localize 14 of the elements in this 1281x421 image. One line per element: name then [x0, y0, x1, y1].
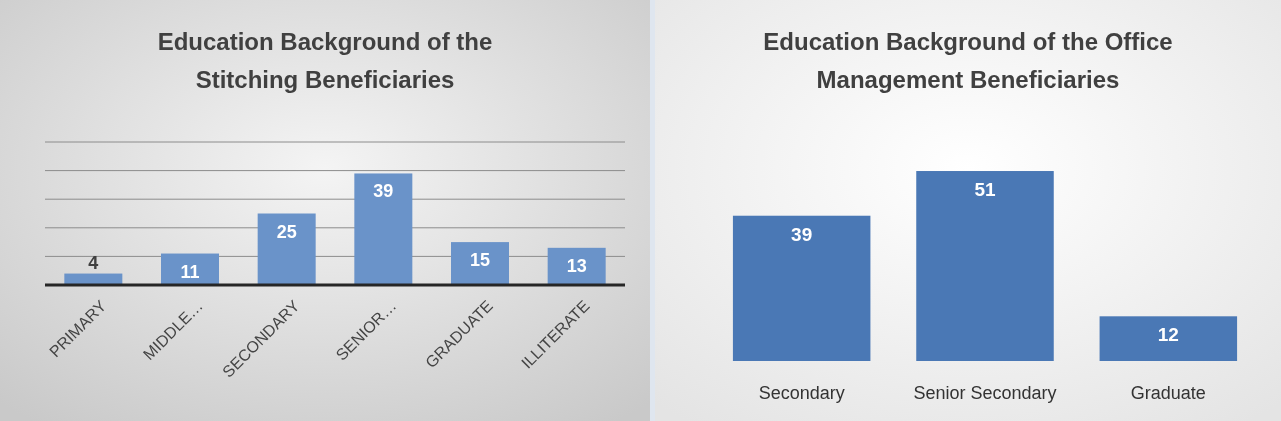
data-label: 39	[373, 181, 394, 202]
chart-title: Education Background of the Office Management Beneficiaries	[763, 28, 1173, 93]
data-label: 51	[974, 179, 996, 201]
data-label: 39	[791, 223, 813, 245]
chart-title: Education Background of the Stitching Beneficiaries	[157, 28, 493, 93]
data-label: 11	[180, 261, 200, 282]
data-label: 15	[469, 250, 491, 271]
data-label: 25	[276, 221, 297, 242]
data-label: 13	[566, 255, 587, 276]
data-label: 4	[88, 252, 99, 273]
x-tick-label: Secondary	[758, 383, 845, 403]
data-label: 12	[1157, 324, 1179, 346]
x-tick-label: Graduate	[1130, 383, 1206, 403]
x-tick-label: Senior Secondary	[913, 383, 1057, 403]
